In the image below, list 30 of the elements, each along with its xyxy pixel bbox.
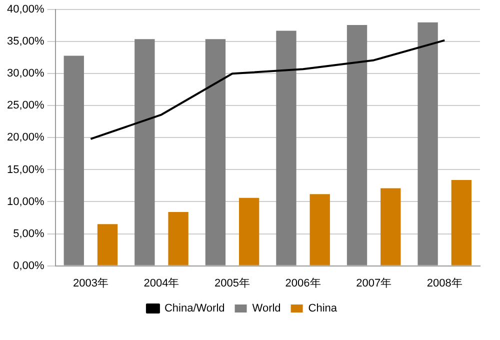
x-tick-label: 2007年: [356, 277, 392, 290]
y-tick-label: 40,00%: [6, 4, 45, 16]
bar: [380, 188, 401, 266]
x-tick-label: 2006年: [285, 277, 321, 290]
bar: [310, 194, 330, 266]
legend-label: World: [252, 302, 281, 315]
bar: [134, 39, 155, 266]
x-tick-label: 2008年: [426, 277, 462, 290]
y-tick-label: 25,00%: [6, 100, 45, 112]
bar: [276, 30, 296, 266]
x-tick-label: 2004年: [144, 277, 180, 290]
y-tick-label: 20,00%: [6, 132, 45, 144]
bar: [451, 180, 472, 266]
x-tick-label: 2003年: [72, 277, 108, 290]
y-tick-label: 15,00%: [6, 164, 45, 176]
bar: [97, 224, 118, 266]
bar: [64, 56, 84, 266]
y-tick-label: 10,00%: [6, 196, 45, 208]
bar: [238, 198, 260, 266]
y-tick-label: 35,00%: [6, 36, 45, 48]
y-tick-label: 0,00%: [13, 260, 45, 272]
bar: [346, 24, 368, 266]
legend-label: China: [308, 302, 338, 315]
y-tick-label: 30,00%: [6, 68, 45, 80]
bar: [205, 39, 226, 266]
bar: [168, 212, 188, 266]
x-tick-label: 2005年: [214, 277, 250, 290]
y-tick-label: 5,00%: [13, 228, 45, 240]
bar: [418, 22, 438, 266]
legend-label: China/World: [164, 302, 225, 315]
